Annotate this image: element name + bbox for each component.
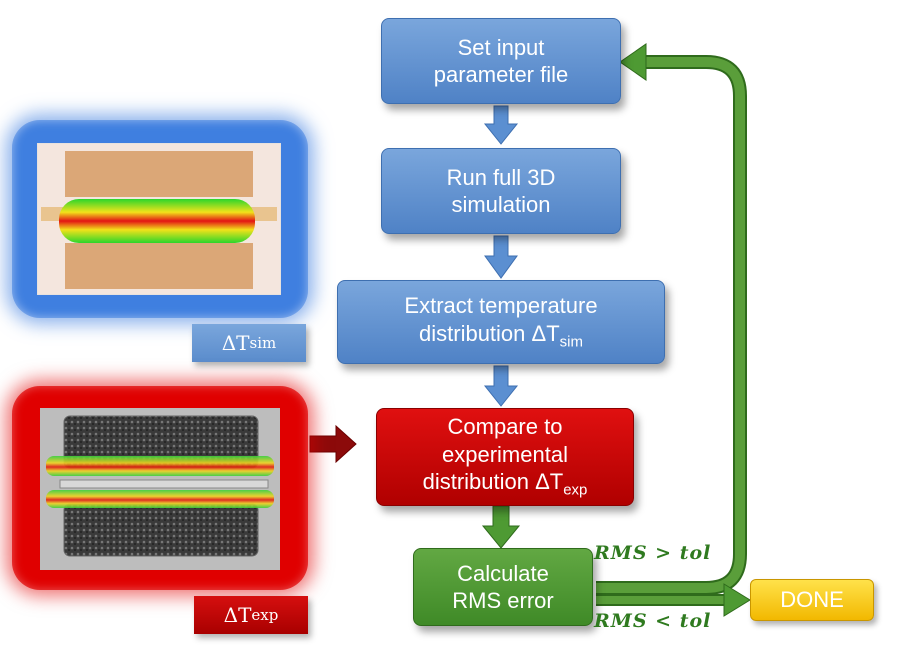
step2-line1: Run full 3D	[446, 164, 556, 190]
step3-line2: distribution ΔT	[419, 320, 560, 346]
step4-line3: distribution ΔT	[422, 469, 564, 495]
step4-line1: Compare to	[447, 414, 563, 440]
step1-line2: parameter file	[433, 62, 569, 87]
step3-sub: sim	[559, 333, 583, 351]
done-label: DONE	[780, 587, 844, 613]
step2-line2: simulation	[451, 192, 551, 217]
step3-line2-wrap: distribution ΔTsim	[404, 320, 597, 352]
exp-image-label: ΔT exp	[194, 596, 308, 634]
arrow-exp-to-compare	[309, 424, 357, 464]
step-compare-to-experimental[interactable]: Compare to experimental distribution ΔTe…	[376, 408, 634, 506]
arrow-step1-to-step2	[483, 105, 519, 145]
step-calculate-rms-error[interactable]: Calculate RMS error	[413, 548, 593, 626]
step5-line2: RMS error	[452, 588, 554, 613]
condition-finish-label: RMS < tol	[594, 610, 712, 632]
sim-label-sub: sim	[249, 334, 277, 352]
exp-label-sub: exp	[251, 606, 279, 624]
experimental-heatmap-image	[40, 408, 280, 570]
arrow-step3-to-step4	[483, 365, 519, 407]
step5-line1: Calculate	[457, 560, 549, 586]
sim-image-label: ΔT sim	[192, 324, 306, 362]
step-run-full-3d-simulation[interactable]: Run full 3D simulation	[381, 148, 621, 234]
condition-loop-label: RMS > tol	[594, 542, 712, 564]
step4-line3-wrap: distribution ΔTexp	[423, 468, 588, 500]
step4-sub: exp	[563, 481, 588, 499]
done-box[interactable]: DONE	[750, 579, 874, 621]
step-set-input-parameter-file[interactable]: Set input parameter file	[381, 18, 621, 104]
exp-label-text: ΔT	[223, 603, 252, 627]
step3-line1: Extract temperature	[404, 293, 598, 319]
step-extract-temperature-distribution[interactable]: Extract temperature distribution ΔTsim	[337, 280, 665, 364]
step4-line2: experimental	[442, 441, 568, 467]
sim-label-text: ΔT	[221, 331, 250, 355]
simulation-heatmap-image	[37, 143, 281, 295]
loop-arrowhead	[619, 43, 647, 81]
step1-line1: Set input	[457, 34, 545, 60]
arrow-step4-to-step5	[481, 505, 521, 549]
arrow-step2-to-step3	[484, 235, 518, 279]
